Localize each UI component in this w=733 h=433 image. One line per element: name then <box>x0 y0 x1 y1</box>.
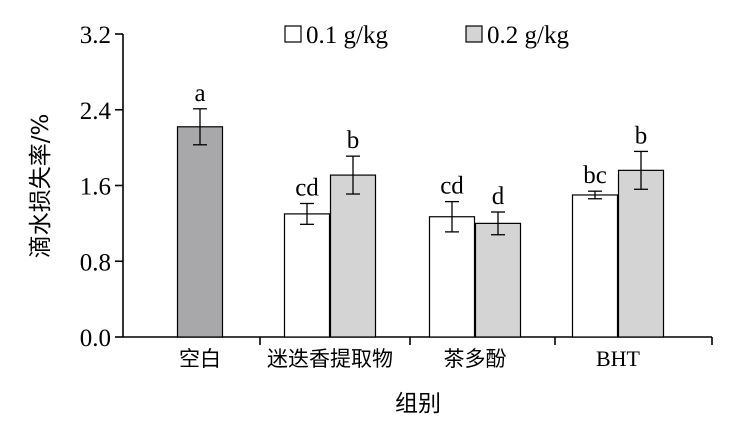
x-tick-label-3: BHT <box>596 346 641 371</box>
legend-swatch-0-2-g-kg <box>465 25 483 43</box>
bar-series-1-cat-2 <box>474 222 522 338</box>
bar-series-0-cat-3-sig-label: bc <box>583 162 607 189</box>
bar-series-0-cat-1 <box>283 213 331 338</box>
y-tick-label-3: 2.4 <box>80 98 112 125</box>
x-tick-label-1: 迷迭香提取物 <box>267 347 393 371</box>
x-axis-ticks: 空白 迷迭香提取物 茶多酚 BHT <box>179 337 713 371</box>
bar-series-0-cat-2-sig-label: cd <box>440 173 464 200</box>
bar-series-1-cat-3-sig-label: b <box>635 122 648 149</box>
legend-label-0-2-g-kg: 0.2 g/kg <box>487 22 569 49</box>
legend: 0.1 g/kg 0.2 g/kg <box>284 22 569 49</box>
x-tick-label-0: 空白 <box>179 347 221 371</box>
bar-series-0-cat-1-sig-label: cd <box>295 174 319 201</box>
bar-series-0-cat-2 <box>428 216 476 338</box>
bar-control-sig-label: a <box>194 80 205 107</box>
legend-label-0-1-g-kg: 0.1 g/kg <box>306 22 388 49</box>
bar-series-1-cat-1 <box>329 174 377 338</box>
y-axis-ticks: 0.0 0.8 1.6 2.4 3.2 <box>80 22 123 352</box>
y-tick-label-1: 0.8 <box>80 249 111 276</box>
error-bars <box>193 108 648 236</box>
y-tick-label-2: 1.6 <box>80 174 111 201</box>
bar-series-1-cat-1-sig-label: b <box>347 127 360 154</box>
significance-labels: a cd cd bc b d b <box>194 80 647 210</box>
y-tick-label-4: 3.2 <box>80 22 111 49</box>
bars <box>176 126 665 338</box>
bar-control <box>176 126 224 338</box>
y-tick-label-0: 0.0 <box>80 325 111 352</box>
bar-series-1-cat-2-sig-label: d <box>492 183 505 210</box>
x-tick-label-2: 茶多酚 <box>444 347 507 371</box>
bar-series-0-cat-3 <box>571 194 619 338</box>
y-axis-title: 滴水损失率/% <box>28 114 54 259</box>
bar-series-1-cat-3 <box>617 169 665 338</box>
legend-swatch-0-1-g-kg <box>284 25 302 43</box>
x-axis-title: 组别 <box>395 391 441 417</box>
